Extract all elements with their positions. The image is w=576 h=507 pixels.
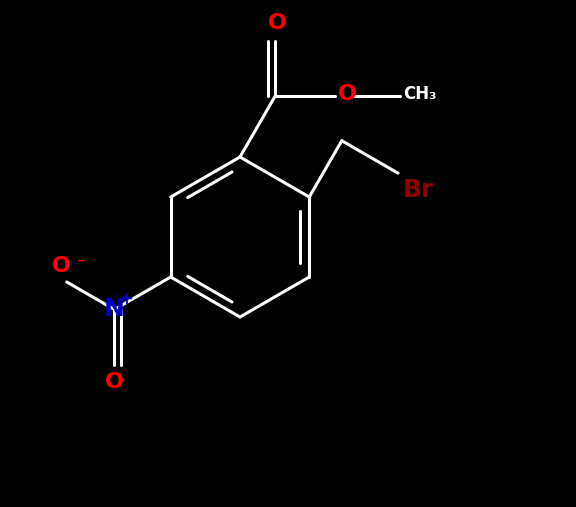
Text: CH₃: CH₃ <box>403 85 437 103</box>
Text: O: O <box>338 84 357 104</box>
Text: O: O <box>52 256 71 276</box>
Text: O: O <box>105 373 124 392</box>
Text: N: N <box>104 298 125 321</box>
Text: ⁻: ⁻ <box>77 255 86 273</box>
Text: +: + <box>119 291 134 308</box>
Text: Br: Br <box>403 178 434 202</box>
Text: O: O <box>267 13 286 33</box>
